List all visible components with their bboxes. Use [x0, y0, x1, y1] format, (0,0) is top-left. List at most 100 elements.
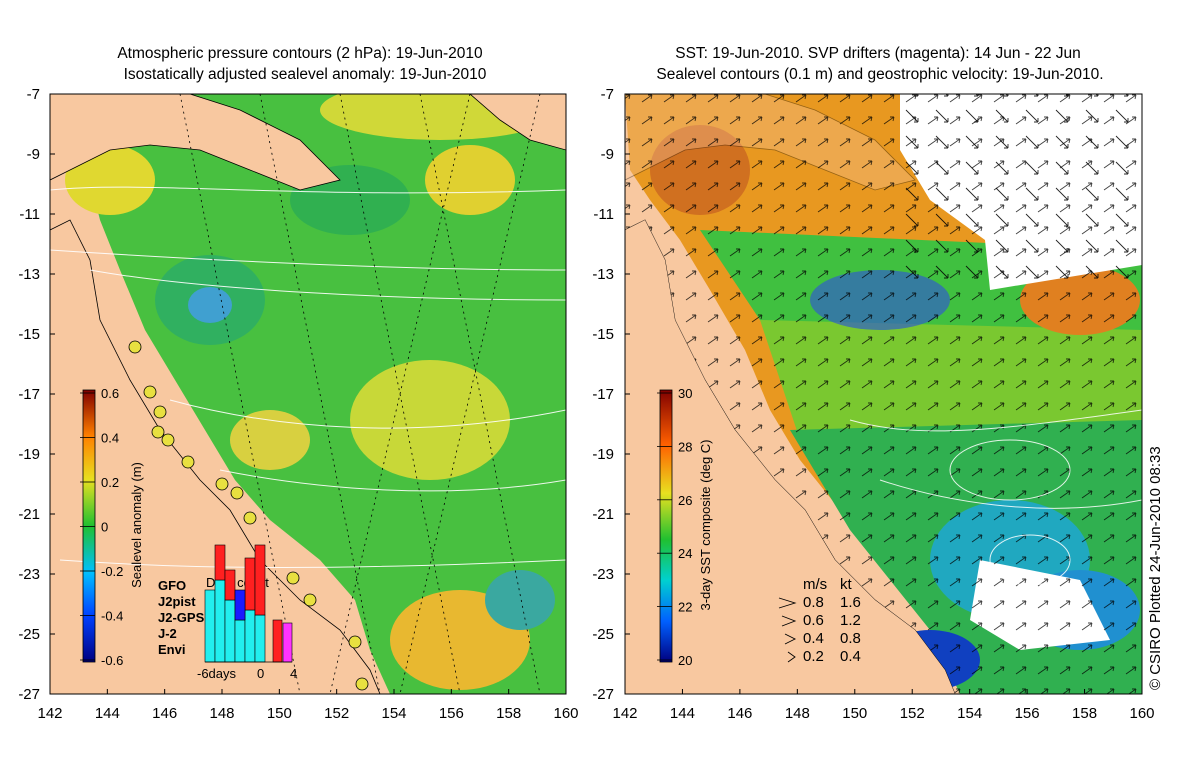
histogram-bar	[244, 609, 256, 663]
histogram-bar	[214, 544, 226, 581]
y-tick-label: -15	[592, 326, 614, 343]
x-tick-label: 156	[1015, 705, 1040, 722]
left-landmass	[50, 219, 381, 694]
left-pressure-contour	[219, 469, 566, 492]
x-tick-label: 148	[209, 705, 234, 722]
colorbar-tick-label: 24	[678, 546, 692, 561]
colorbar-tick-label: 22	[678, 600, 692, 615]
x-tick-label: 148	[785, 705, 810, 722]
left-tide-gauge	[181, 455, 195, 469]
data-count-legend-item: Envi	[158, 642, 185, 657]
left-pressure-contour	[89, 269, 566, 301]
y-tick-label: -17	[18, 386, 40, 403]
x-tick-label: 160	[553, 705, 578, 722]
right-landmass-cover	[625, 220, 955, 694]
y-tick-label: -11	[19, 206, 40, 223]
left-tide-gauge	[286, 571, 300, 585]
left-tide-gauge	[230, 486, 244, 500]
left-colorbar-ticks: 0.6 0.4 0.2 0 -0.2 -0.4 -0.6	[80, 386, 123, 668]
histogram-label-start: -6days	[197, 666, 237, 681]
velocity-legend-header-ms: m/s	[803, 576, 827, 593]
right-velocity-arrows	[900, 94, 1142, 284]
x-tick-label: 154	[957, 705, 982, 722]
colorbar-tick-label: 28	[678, 439, 692, 454]
left-tide-gauge	[151, 425, 165, 439]
left-altimeter-track	[399, 94, 541, 694]
colorbar-tick-label: -0.4	[101, 609, 123, 624]
right-sealevel-contour	[849, 409, 1142, 432]
x-tick-label: 158	[1072, 705, 1097, 722]
data-count-legend-item: J-2	[158, 626, 177, 641]
velocity-legend-ms: 0.8	[803, 594, 824, 611]
x-tick-label: 144	[670, 705, 695, 722]
left-ocean-field	[80, 94, 566, 694]
histogram-bar	[234, 589, 246, 621]
data-count-legend-item: GFO	[158, 578, 186, 593]
left-x-axis: 142 144 146 148 150 152 154 156 158 160	[37, 689, 579, 722]
left-anomaly-patch	[230, 410, 310, 470]
velocity-legend-kt: 0.8	[840, 630, 861, 647]
right-y-axis: -7 -9 -11 -13 -15 -17 -19 -21 -23 -25 -27	[592, 86, 630, 703]
right-sealevel-contour	[949, 439, 1071, 501]
y-tick-label: -9	[27, 146, 40, 163]
velocity-legend-header-kt: kt	[840, 576, 853, 593]
data-count-legend-item: J2pist	[158, 594, 196, 609]
histogram-bar	[224, 569, 236, 601]
y-tick-label: -21	[18, 506, 40, 523]
x-tick-label: 144	[95, 705, 120, 722]
x-tick-label: 146	[152, 705, 177, 722]
colorbar-tick-label: -0.6	[101, 653, 123, 668]
right-sealevel-contour	[989, 534, 1071, 586]
left-landmass	[469, 94, 566, 151]
left-tide-gauge	[161, 433, 175, 447]
left-anomaly-patch	[188, 287, 232, 323]
histogram-bar	[234, 619, 246, 663]
left-tide-gauge	[303, 593, 317, 607]
histogram-bar	[282, 622, 293, 663]
histogram-bar	[224, 599, 236, 663]
y-tick-label: -25	[592, 626, 614, 643]
left-title-line1: Atmospheric pressure contours (2 hPa): 1…	[117, 45, 483, 62]
x-tick-label: 158	[496, 705, 521, 722]
x-tick-label: 150	[842, 705, 867, 722]
y-tick-label: -9	[601, 146, 614, 163]
y-tick-label: -7	[27, 86, 40, 103]
velocity-legend-arrow	[781, 615, 797, 627]
colorbar-tick-label: 0.2	[101, 475, 119, 490]
histogram-label-end: 4	[290, 666, 297, 681]
y-tick-label: -27	[18, 686, 40, 703]
y-tick-label: -15	[18, 326, 40, 343]
left-landmass	[50, 94, 341, 191]
histogram-bar	[254, 614, 266, 663]
y-tick-label: -17	[592, 386, 614, 403]
velocity-legend-kt: 1.6	[840, 594, 861, 611]
left-tide-gauge	[348, 635, 362, 649]
velocity-legend-arrow	[778, 597, 797, 609]
colorbar-tick-label: 0.4	[101, 431, 119, 446]
histogram-bar	[272, 619, 283, 663]
data-count-histogram: -6days 0 4	[197, 544, 297, 681]
left-tide-gauge	[128, 340, 142, 354]
y-tick-label: -19	[18, 446, 40, 463]
x-tick-label: 142	[612, 705, 637, 722]
histogram-bar	[204, 589, 216, 663]
x-tick-label: 152	[324, 705, 349, 722]
y-tick-label: -23	[592, 566, 614, 583]
credit-text: © CSIRO Plotted 24-Jun-2010 08:33	[1147, 446, 1164, 690]
right-colorbar	[659, 389, 673, 663]
y-tick-label: -23	[18, 566, 40, 583]
y-tick-label: -13	[592, 266, 614, 283]
left-altimeter-track	[329, 94, 471, 694]
colorbar-tick-label: 26	[678, 493, 692, 508]
x-tick-label: 154	[381, 705, 406, 722]
x-tick-label: 152	[900, 705, 925, 722]
left-anomaly-patch	[65, 145, 155, 215]
velocity-legend-kt: 1.2	[840, 612, 861, 629]
y-tick-label: -25	[18, 626, 40, 643]
histogram-bar	[214, 579, 226, 663]
velocity-legend-arrow	[787, 651, 796, 663]
histogram-bar	[244, 557, 256, 611]
velocity-legend: m/s kt 0.8 1.60.6 1.20.4 0.80.2 0.4	[778, 576, 861, 665]
left-pressure-contour	[169, 399, 566, 429]
